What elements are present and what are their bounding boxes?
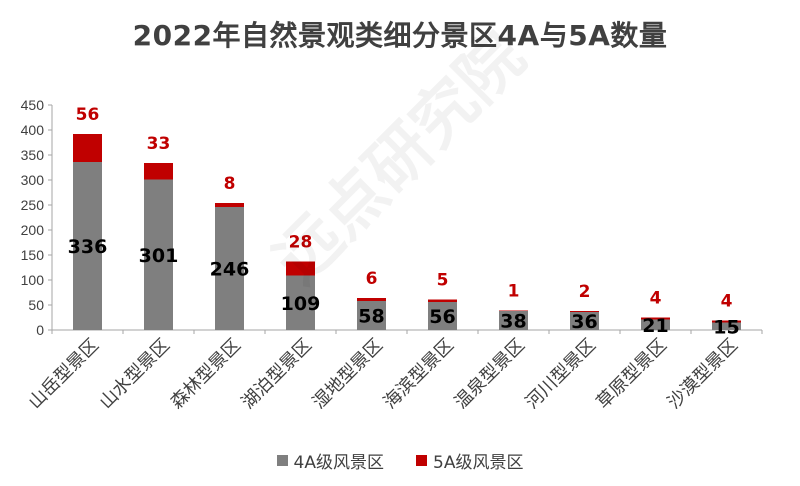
x-category-label: 海滨型景区 xyxy=(380,335,458,413)
x-category-label: 河川型景区 xyxy=(522,335,600,413)
y-tick-label: 400 xyxy=(21,122,45,138)
legend-swatch-5a xyxy=(416,455,427,466)
chart-title: 2022年自然景观类细分景区4A与5A数量 xyxy=(132,19,668,52)
legend-swatch-4a xyxy=(276,455,288,466)
data-label-4a: 21 xyxy=(642,315,668,337)
bars xyxy=(73,134,741,330)
x-category-label: 草原型景区 xyxy=(593,335,671,413)
data-label-5a: 28 xyxy=(289,233,313,253)
data-label-4a: 36 xyxy=(571,311,597,333)
y-tick-label: 150 xyxy=(21,247,45,263)
bar-5a xyxy=(499,310,528,311)
bar-5a xyxy=(570,311,599,312)
data-label-4a: 336 xyxy=(68,236,108,258)
bar-4a xyxy=(712,322,741,330)
x-category-label: 湖泊型景区 xyxy=(238,335,316,413)
bar-4a xyxy=(215,207,244,330)
data-label-5a: 4 xyxy=(721,292,733,312)
bar-4a xyxy=(428,302,457,330)
bar-5a xyxy=(641,317,670,320)
bar-4a xyxy=(641,319,670,330)
bar-5a xyxy=(286,261,315,276)
x-category-label: 沙漠型景区 xyxy=(664,335,742,413)
bar-4a xyxy=(144,179,173,330)
data-label-4a: 246 xyxy=(210,259,250,281)
data-label-5a: 33 xyxy=(147,134,171,154)
y-tick-label: 450 xyxy=(21,97,45,113)
x-category-label: 湿地型景区 xyxy=(309,335,387,413)
y-tick-label: 300 xyxy=(21,172,45,188)
y-tick-label: 0 xyxy=(36,322,44,338)
data-label-5a: 4 xyxy=(650,289,662,309)
y-tick-label: 50 xyxy=(28,297,44,313)
data-label-4a: 301 xyxy=(139,245,179,267)
x-category-label: 山水型景区 xyxy=(96,335,174,413)
bar-5a xyxy=(428,299,457,302)
data-labels: 336 56 301 33 246 8 109 28 58 6 56 5 38 1 36 2 21 4 15 4 xyxy=(68,105,740,338)
bar-4a xyxy=(286,275,315,330)
data-label-4a: 56 xyxy=(429,306,455,328)
bar-4a xyxy=(73,162,102,330)
legend-label-4a: 4A级风景区 xyxy=(293,453,384,473)
legend: 4A级风景区 5A级风景区 xyxy=(0,448,800,473)
bar-5a xyxy=(215,203,244,207)
y-tick-label: 200 xyxy=(21,222,45,238)
data-label-4a: 38 xyxy=(500,311,526,333)
data-label-5a: 6 xyxy=(366,269,378,289)
legend-label-5a: 5A级风景区 xyxy=(433,453,524,473)
data-label-5a: 2 xyxy=(579,282,591,302)
y-tick-label: 250 xyxy=(21,197,45,213)
data-label-4a: 58 xyxy=(358,306,384,328)
x-category-label: 山岳型景区 xyxy=(25,335,103,413)
data-label-5a: 56 xyxy=(76,105,100,125)
bar-5a xyxy=(144,163,173,180)
y-axis: 0 50 100 150 200 250 300 350 400 450 xyxy=(21,97,53,338)
bar-4a xyxy=(357,301,386,330)
data-label-5a: 5 xyxy=(437,271,449,291)
bar-4a xyxy=(499,311,528,330)
bar-5a xyxy=(357,298,386,301)
data-label-5a: 8 xyxy=(224,174,236,194)
x-category-label: 温泉型景区 xyxy=(451,335,529,413)
bar-5a xyxy=(73,134,102,162)
x-axis: 山岳型景区山水型景区森林型景区湖泊型景区湿地型景区海滨型景区温泉型景区河川型景区… xyxy=(25,329,763,413)
legend-item-5a: 5A级风景区 xyxy=(416,448,523,473)
x-category-label: 森林型景区 xyxy=(167,335,245,413)
data-label-4a: 15 xyxy=(713,316,739,338)
data-label-4a: 109 xyxy=(281,293,321,315)
bar-4a xyxy=(570,312,599,330)
data-label-5a: 1 xyxy=(508,282,520,302)
y-tick-label: 100 xyxy=(21,272,45,288)
y-tick-label: 350 xyxy=(21,147,45,163)
bar-5a xyxy=(712,320,741,323)
legend-item-4a: 4A级风景区 xyxy=(276,448,384,473)
